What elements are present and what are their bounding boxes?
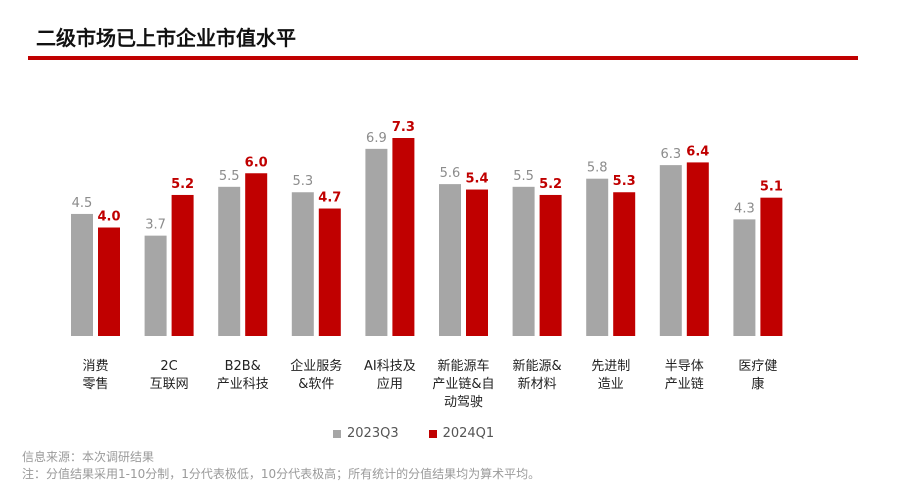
bar-2024Q1-7 bbox=[539, 194, 562, 336]
bar-2023Q3-2 bbox=[144, 235, 167, 336]
data-label-2024Q1-10: 5.1 bbox=[760, 180, 783, 195]
bar-2024Q1-8 bbox=[613, 192, 636, 336]
data-label-2023Q3-5: 6.9 bbox=[366, 131, 387, 146]
data-label-2023Q3-2: 3.7 bbox=[145, 218, 166, 233]
bar-2023Q3-1 bbox=[71, 213, 93, 336]
bar-2023Q3-6 bbox=[439, 184, 461, 336]
category-label-1: 消费零售 bbox=[82, 359, 108, 392]
source-note: 信息来源：本次调研结果 bbox=[22, 450, 155, 464]
category-label-2: 2C 互联网 bbox=[150, 359, 189, 392]
data-label-2024Q1-9: 6.4 bbox=[686, 144, 709, 159]
footnotes: 信息来源：本次调研结果 注：分值结果采用1-10分制，1分代表极低，10分代表极… bbox=[22, 449, 540, 483]
bar-2024Q1-5 bbox=[392, 138, 415, 336]
page-title: 二级市场已上市企业市值水平 bbox=[36, 26, 296, 50]
data-label-2023Q3-1: 4.5 bbox=[72, 196, 93, 211]
bar-2024Q1-4 bbox=[318, 208, 341, 336]
category-label-8: 先进制造业 bbox=[591, 359, 630, 392]
legend-swatch-series-1 bbox=[333, 429, 341, 438]
category-label-4: 企业服务&软件 bbox=[290, 358, 342, 392]
bar-2024Q1-1 bbox=[98, 227, 120, 336]
data-label-2024Q1-2: 5.2 bbox=[171, 177, 194, 192]
legend-swatch-series-2 bbox=[428, 429, 437, 438]
data-label-2024Q1-5: 7.3 bbox=[392, 120, 415, 135]
bar-2024Q1-10 bbox=[760, 197, 783, 336]
data-label-2023Q3-8: 5.8 bbox=[587, 161, 608, 176]
category-label-9: 半导体产业链 bbox=[665, 359, 704, 392]
bar-2024Q1-6 bbox=[466, 189, 488, 336]
data-label-2023Q3-9: 6.3 bbox=[660, 147, 681, 162]
bar-2023Q3-5 bbox=[365, 148, 388, 336]
chart-legend: 2023Q3 2024Q1 bbox=[333, 426, 524, 441]
data-label-2024Q1-4: 4.7 bbox=[318, 191, 341, 206]
data-label-2024Q1-7: 5.2 bbox=[539, 177, 562, 192]
data-label-2023Q3-4: 5.3 bbox=[292, 174, 313, 189]
bar-2024Q1-3 bbox=[245, 173, 268, 336]
legend-label-series-2: 2024Q1 bbox=[442, 426, 495, 441]
category-label-3: B2B&产业科技 bbox=[217, 359, 269, 392]
legend-item-series-2: 2024Q1 bbox=[428, 426, 495, 441]
legend-label-series-1: 2023Q3 bbox=[347, 426, 399, 441]
bar-2023Q3-7 bbox=[512, 186, 535, 336]
bar-2023Q3-8 bbox=[586, 178, 609, 336]
category-label-6: 新能源车产业链&自动驾驶 bbox=[432, 358, 494, 410]
data-label-2023Q3-10: 4.3 bbox=[734, 201, 755, 216]
bar-2023Q3-10 bbox=[733, 219, 756, 336]
data-label-2024Q1-1: 4.0 bbox=[97, 210, 120, 225]
title-divider bbox=[28, 56, 858, 60]
data-label-2023Q3-3: 5.5 bbox=[219, 169, 240, 184]
data-label-2023Q3-7: 5.5 bbox=[513, 169, 534, 184]
legend-item-series-1: 2023Q3 bbox=[333, 426, 399, 441]
category-label-10: 医疗健康 bbox=[738, 359, 777, 392]
bar-2024Q1-9 bbox=[686, 162, 709, 336]
category-label-5: AI科技及应用 bbox=[364, 359, 416, 392]
data-label-2023Q3-6: 5.6 bbox=[440, 166, 461, 181]
data-label-2024Q1-8: 5.3 bbox=[613, 174, 636, 189]
remark-note: 注：分值结果采用1-10分制，1分代表极低，10分代表极高；所有统计的分值结果均… bbox=[22, 467, 541, 481]
data-label-2024Q1-3: 6.0 bbox=[245, 155, 268, 170]
bar-2024Q1-2 bbox=[171, 194, 194, 336]
bar-2023Q3-4 bbox=[291, 192, 314, 336]
category-label-7: 新能源&新材料 bbox=[513, 358, 562, 392]
bar-2023Q3-3 bbox=[218, 186, 241, 336]
data-label-2024Q1-6: 5.4 bbox=[465, 172, 488, 187]
bar-2023Q3-9 bbox=[659, 165, 682, 336]
